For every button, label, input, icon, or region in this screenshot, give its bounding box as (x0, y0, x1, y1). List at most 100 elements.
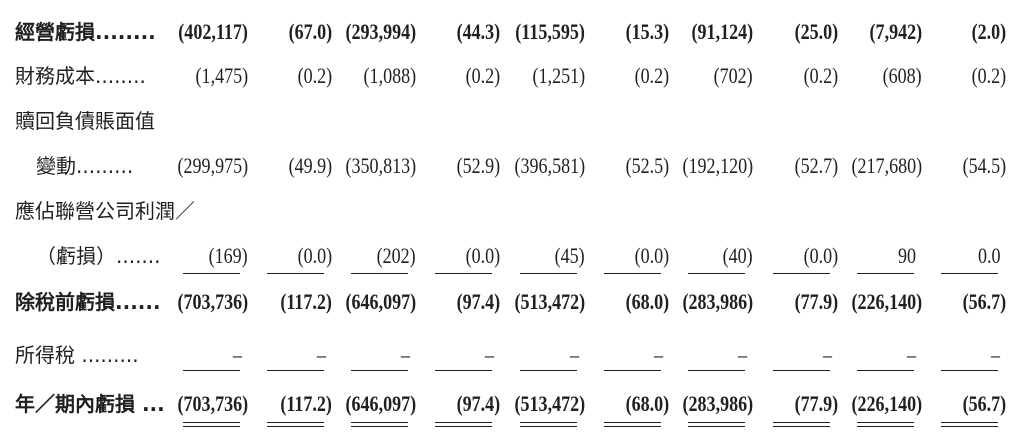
subtotal-underline (520, 273, 577, 274)
cell-value: – (484, 342, 494, 367)
cell-value: (283,986) (682, 289, 753, 314)
cell-value: (299,975) (177, 153, 248, 178)
total-double-underline (773, 422, 830, 427)
cell-value: (54.5) (962, 153, 1006, 178)
cell-value: (0.0) (297, 243, 332, 268)
table-cell: (1,475) (158, 61, 248, 91)
cell-value: (202) (376, 243, 416, 268)
cell-value: (91,124) (691, 19, 753, 44)
table-cell: – (495, 340, 585, 370)
total-double-underline (857, 422, 914, 427)
cell-value: (49.9) (288, 153, 332, 178)
table-cell: – (748, 340, 838, 370)
table-cell: (52.9) (410, 151, 500, 181)
cell-value: (1,251) (532, 63, 585, 88)
table-cell: (283,986) (663, 287, 753, 317)
cell-value: (115,595) (515, 19, 585, 44)
subtotal-underline (604, 370, 661, 371)
cell-value: – (400, 342, 410, 367)
table-cell: (44.3) (410, 17, 500, 47)
subtotal-underline (520, 370, 577, 371)
cell-value: – (316, 342, 326, 367)
table-cell: (0.0) (242, 241, 332, 271)
table-cell: (97.4) (410, 287, 500, 317)
table-cell: (68.0) (579, 389, 669, 419)
cell-value: (68.0) (625, 391, 669, 416)
table-cell: (0.0) (410, 241, 500, 271)
cell-value: (0.0) (634, 243, 669, 268)
table-row: 除稅前虧損...... (703,736) (117.2) (646,097) (97.… (0, 287, 1024, 317)
row-label: 經營虧損........ (15, 20, 156, 44)
subtotal-underline (773, 273, 830, 274)
cell-value: (52.9) (456, 153, 500, 178)
cell-value: (56.7) (962, 391, 1006, 416)
cell-value: (77.9) (794, 289, 838, 314)
cell-value: (0.0) (465, 243, 500, 268)
cell-value: (293,994) (345, 19, 416, 44)
table-cell: (0.2) (579, 61, 669, 91)
table-cell: (40) (663, 241, 753, 271)
cell-value: (117.2) (280, 391, 332, 416)
table-cell: – (916, 340, 1006, 370)
cell-value: (192,120) (682, 153, 753, 178)
total-double-underline (267, 422, 324, 427)
table-cell: (646,097) (326, 389, 416, 419)
table-cell: (54.5) (916, 151, 1006, 181)
subtotal-underline (857, 370, 914, 371)
table-cell: (115,595) (495, 17, 585, 47)
subtotal-underline (267, 370, 324, 371)
total-double-underline (688, 422, 745, 427)
cell-value: (217,680) (851, 153, 922, 178)
table-cell: (0.2) (916, 61, 1006, 91)
cell-value: (15.3) (625, 19, 669, 44)
table-cell: (15.3) (579, 17, 669, 47)
table-cell: (513,472) (495, 389, 585, 419)
cell-value: (0.0) (803, 243, 838, 268)
cell-value: (350,813) (345, 153, 416, 178)
table-cell: (117.2) (242, 389, 332, 419)
table-cell: (0.2) (242, 61, 332, 91)
cell-value: (513,472) (514, 289, 585, 314)
table-cell: – (326, 340, 416, 370)
cell-value: (2.0) (971, 19, 1006, 44)
cell-value: 90 (897, 243, 916, 268)
table-cell: (0.0) (748, 241, 838, 271)
cell-value: (7,942) (869, 19, 922, 44)
subtotal-underline (941, 273, 998, 274)
table-cell: (226,140) (832, 389, 922, 419)
table-cell: (703,736) (158, 287, 248, 317)
table-cell: (1,251) (495, 61, 585, 91)
total-double-underline (520, 422, 577, 427)
table-cell: 0.0 (916, 241, 1006, 271)
subtotal-underline (183, 370, 240, 371)
table-cell: – (579, 340, 669, 370)
subtotal-underline (183, 273, 240, 274)
cell-value: (0.2) (634, 63, 669, 88)
cell-value: (0.2) (297, 63, 332, 88)
table-cell: (608) (832, 61, 922, 91)
cell-value: (702) (713, 63, 753, 88)
table-cell: (52.7) (748, 151, 838, 181)
cell-value: (402,117) (178, 19, 248, 44)
table-cell: (299,975) (158, 151, 248, 181)
table-row: 經營虧損........ (402,117) (67.0) (293,994) (44.… (0, 17, 1024, 47)
cell-value: (40) (722, 243, 753, 268)
table-cell: (45) (495, 241, 585, 271)
table-cell: (402,117) (158, 17, 248, 47)
row-label: 除稅前虧損...... (15, 290, 161, 314)
cell-value: – (653, 342, 663, 367)
table-cell: (283,986) (663, 389, 753, 419)
cell-value: (45) (554, 243, 585, 268)
cell-value: (1,088) (363, 63, 416, 88)
table-cell: (67.0) (242, 17, 332, 47)
table-cell: (52.5) (579, 151, 669, 181)
cell-value: (0.2) (803, 63, 838, 88)
row-label: 財務成本........ (15, 64, 146, 88)
subtotal-underline (267, 273, 324, 274)
table-row: 年／期內虧損 ... (703,736) (117.2) (646,097) (97.4… (0, 389, 1024, 419)
cell-value: (67.0) (288, 19, 332, 44)
table-cell: (77.9) (748, 389, 838, 419)
cell-value: (608) (882, 63, 922, 88)
subtotal-underline (857, 273, 914, 274)
cell-value: – (569, 342, 579, 367)
